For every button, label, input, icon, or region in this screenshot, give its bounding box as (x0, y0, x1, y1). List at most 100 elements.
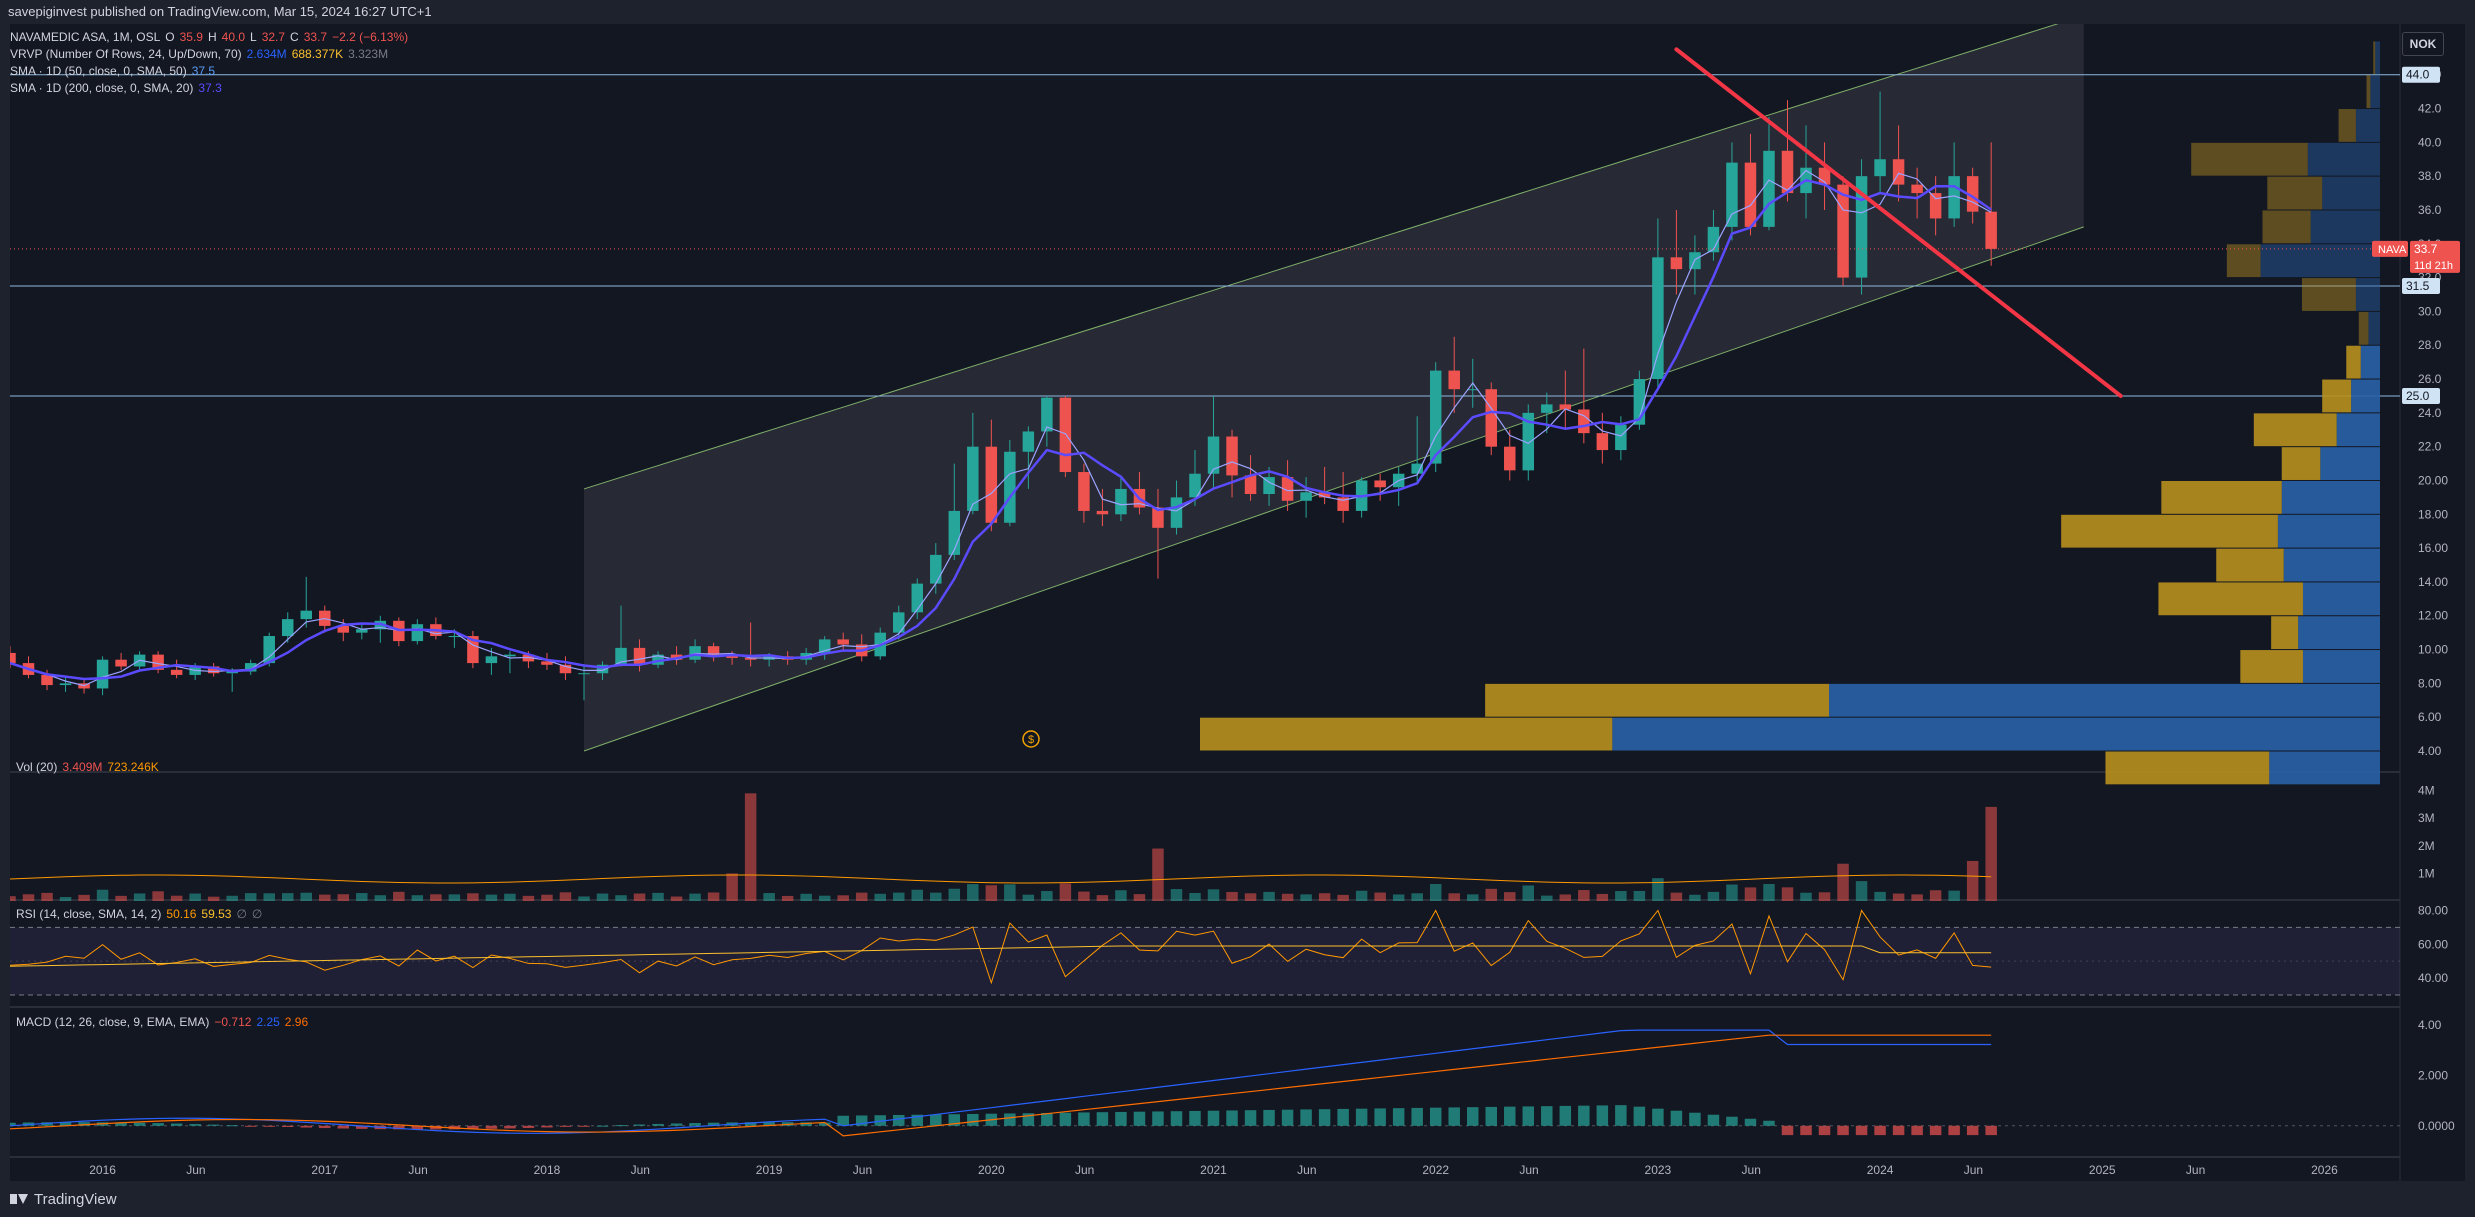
sma200-legend[interactable]: SMA · 1D (200, close, 0, SMA, 20) 37.3 (10, 81, 227, 95)
candle-body (1115, 488, 1127, 515)
candle-body (1059, 397, 1072, 473)
candle-body (1781, 150, 1794, 194)
volume-bar (78, 894, 90, 901)
level-44-badge-bg (2402, 66, 2440, 83)
candle-body (1763, 150, 1775, 227)
macd-histogram-bar (1318, 1109, 1331, 1126)
candle-body (1874, 159, 1886, 177)
volume-bar (485, 894, 498, 901)
macd-histogram-bar (207, 1124, 220, 1126)
vrvp-name: VRVP (Number Of Rows, 24, Up/Down, 70) (10, 47, 242, 61)
volume-bar (207, 896, 220, 901)
rsi-ma-line (10, 945, 1992, 967)
vrvp-legend[interactable]: VRVP (Number Of Rows, 24, Up/Down, 70) 2.… (10, 47, 393, 61)
macd-histogram-bar (541, 1125, 553, 1128)
rsi-axis-tick: 40.00 (2418, 971, 2448, 985)
volume-bar (1318, 893, 1331, 901)
footer: TradingView (0, 1181, 2475, 1217)
volume-bar (911, 889, 924, 901)
rsi-axis-tick: 60.00 (2418, 937, 2448, 951)
macd-line-value: 2.25 (256, 1015, 280, 1029)
macd-histogram-bar (1207, 1110, 1220, 1126)
macd-histogram-bar (504, 1125, 516, 1129)
time-axis-tick: 2016 (89, 1163, 116, 1177)
high-label: H (207, 30, 217, 44)
volume-profile-down-bar (2226, 244, 2261, 278)
macd-histogram-bar (911, 1114, 924, 1126)
macd-histogram-bar (596, 1125, 609, 1127)
volume-bar (170, 895, 183, 901)
candle-body (263, 636, 275, 664)
macd-histogram-bar (244, 1125, 257, 1127)
channel-upper-line (583, 24, 2059, 490)
volume-bar (837, 895, 849, 901)
volume-profile-down-bar (2191, 142, 2308, 176)
chart-canvas[interactable]: $46.044.042.040.038.036.034.032.030.028.… (10, 24, 2465, 1181)
candle-body (152, 654, 164, 670)
time-axis-tick: Jun (1075, 1163, 1094, 1177)
candle-body (1633, 379, 1646, 425)
volume-profile-down-bar (2061, 514, 2278, 548)
symbol-badge: NAVA (2372, 240, 2408, 257)
macd-histogram-bar (1559, 1105, 1572, 1126)
macd-axis-tick: 2.000 (2418, 1068, 2448, 1082)
candle-body (1911, 184, 1923, 194)
volume-bar (726, 873, 738, 901)
macd-histogram-bar (300, 1125, 312, 1128)
volume-profile-up-bar (2281, 480, 2380, 514)
volume-bar (467, 893, 479, 901)
volume-legend[interactable]: Vol (20) 3.409M 723.246K (16, 760, 164, 774)
candle-body (1504, 446, 1516, 471)
candle-body (633, 647, 646, 665)
candle-body (1855, 176, 1868, 278)
volume-ma-line (10, 874, 1992, 884)
dividend-marker: $ (1022, 730, 1040, 748)
candle-body (1466, 389, 1479, 391)
symbol-legend[interactable]: NAVAMEDIC ASA, 1M, OSL O 35.9 H 40.0 L 32.7 C 33… (10, 30, 413, 44)
candle-body (1670, 257, 1683, 270)
candle-body (1022, 431, 1035, 452)
candle-body (1337, 497, 1349, 511)
candle-body (281, 619, 294, 637)
candle-body (615, 647, 627, 665)
volume-bar (1911, 894, 1923, 901)
macd-histogram-bar (1466, 1107, 1479, 1126)
macd-histogram-bar (189, 1124, 201, 1126)
volume-profile-up-bar (2368, 311, 2380, 345)
volume-bar (1226, 891, 1238, 901)
candle-body (1948, 176, 1960, 219)
macd-histogram-bar (633, 1124, 646, 1126)
level-44-badge-text: 44.0 (2406, 68, 2430, 82)
macd-histogram-bar (874, 1115, 886, 1126)
volume-bar (374, 895, 387, 901)
volume-bar (874, 893, 886, 901)
macd-histogram-bar (319, 1125, 331, 1129)
tradingview-logo[interactable]: TradingView (10, 1191, 117, 1208)
rsi-legend[interactable]: RSI (14, close, SMA, 14, 2) 50.16 59.53 ∅ ∅ (16, 907, 267, 921)
currency-button[interactable]: NOK (2402, 32, 2444, 56)
price-axis-tick: 20.00 (2418, 473, 2448, 487)
sma50-legend[interactable]: SMA · 1D (50, close, 0, SMA, 50) 37.5 (10, 64, 220, 78)
dividend-icon (1022, 730, 1040, 748)
close-label: C (290, 30, 299, 44)
channel-lower-line (583, 226, 2084, 752)
macd-legend[interactable]: MACD (12, 26, close, 9, EMA, EMA) −0.712 2… (16, 1015, 313, 1029)
price-axis-tick: 42.0 (2418, 102, 2442, 116)
volume-profile-down-bar (2158, 582, 2303, 616)
macd-histogram-bar (522, 1125, 535, 1128)
candle-body (652, 654, 664, 665)
volume-name: Vol (20) (16, 760, 58, 774)
macd-histogram-bar (1800, 1125, 1812, 1136)
macd-histogram-bar (559, 1125, 572, 1127)
volume-profile-up-bar (2277, 514, 2380, 548)
macd-histogram-bar (855, 1115, 868, 1126)
volume-bar (689, 893, 701, 901)
symbol-name: NAVAMEDIC ASA, 1M, OSL (10, 30, 161, 44)
volume-bar (59, 897, 72, 901)
sma200-line (10, 178, 1992, 681)
candle-body (300, 610, 312, 620)
candle-body (948, 510, 961, 555)
close-value: 33.7 (303, 30, 328, 44)
price-axis-tick: 40.0 (2418, 135, 2442, 149)
candle-body (1744, 162, 1757, 227)
